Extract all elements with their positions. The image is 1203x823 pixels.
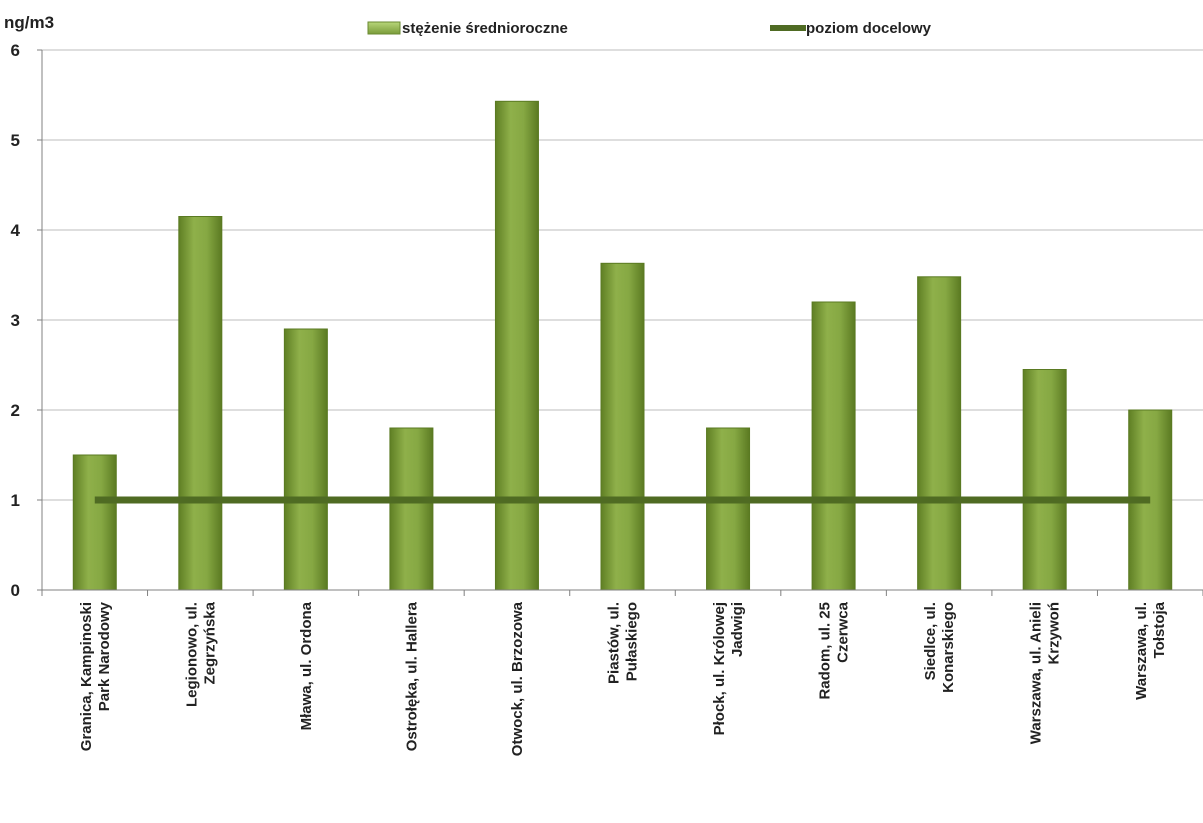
y-axis-unit-label: ng/m3 xyxy=(4,13,54,32)
y-tick-label: 2 xyxy=(11,401,20,420)
x-tick-label-line: Piastów, ul. xyxy=(606,602,623,684)
legend: stężenie średnioroczne poziom docelowy xyxy=(367,20,932,37)
bar xyxy=(1022,369,1067,591)
bar xyxy=(72,454,117,591)
x-tick-label-line: Otwock, ul. Brzozowa xyxy=(509,601,526,756)
x-tick-label-line: Ostrołęka, ul. Hallera xyxy=(403,601,420,751)
x-tick-label: Ostrołęka, ul. Hallera xyxy=(403,601,420,751)
y-tick-label: 1 xyxy=(11,491,20,510)
x-tick-label-line: Mława, ul. Ordona xyxy=(298,601,315,730)
y-tick-label: 4 xyxy=(11,221,21,240)
x-tick-label-line: Warszawa, ul. xyxy=(1133,602,1150,700)
x-tick-label: Otwock, ul. Brzozowa xyxy=(509,601,526,756)
x-tick-label-line: Tołstoja xyxy=(1151,601,1168,658)
y-axis-ticks: 0 1 2 3 4 5 6 xyxy=(11,41,42,600)
x-axis-labels: Granica, Kampinoski Park Narodowy Legionow… xyxy=(78,601,1168,756)
x-tick-label-line: Jadwigi xyxy=(729,602,746,657)
x-tick-label-line: Zegrzyńska xyxy=(201,601,218,684)
axes xyxy=(41,50,1203,596)
bar xyxy=(283,328,328,591)
x-tick-label-line: Siedlce, ul. xyxy=(922,602,939,680)
y-tick-label: 3 xyxy=(11,311,20,330)
x-tick-label: Radom, ul. 25 Czerwca xyxy=(817,601,852,699)
x-tick-label: Piastów, ul. Pułaskiego xyxy=(606,602,641,684)
x-tick-label-line: Krzywoń xyxy=(1046,602,1063,665)
x-tick-label-line: Granica, Kampinoski xyxy=(78,602,95,751)
x-tick-label: Płock, ul. Królowej Jadwigi xyxy=(711,602,746,735)
bar xyxy=(706,427,751,591)
legend-line-label: poziom docelowy xyxy=(806,20,932,37)
x-tick-label-line: Legionowo, ul. xyxy=(183,602,200,707)
x-tick-label-line: Warszawa, ul. Anieli xyxy=(1028,602,1045,744)
x-tick-label-line: Radom, ul. 25 xyxy=(817,602,834,700)
x-tick-label-line: Pułaskiego xyxy=(624,602,641,681)
x-tick-label: Warszawa, ul. Anieli Krzywoń xyxy=(1028,602,1063,744)
x-tick-label-line: Płock, ul. Królowej xyxy=(711,602,728,735)
x-tick-label: Mława, ul. Ordona xyxy=(298,601,315,730)
legend-bar-swatch xyxy=(367,21,401,35)
bar xyxy=(389,427,434,591)
x-tick-label-line: Czerwca xyxy=(835,601,852,663)
legend-bar-label: stężenie średnioroczne xyxy=(402,20,568,37)
bar xyxy=(178,216,223,591)
x-tick-label: Warszawa, ul. Tołstoja xyxy=(1133,601,1168,699)
bars xyxy=(72,100,1173,591)
x-tick-label-line: Konarskiego xyxy=(940,602,957,693)
bar xyxy=(811,301,856,591)
y-tick-label: 5 xyxy=(11,131,20,150)
x-tick-label: Siedlce, ul. Konarskiego xyxy=(922,602,957,693)
y-tick-label: 6 xyxy=(11,41,20,60)
x-tick-label: Legionowo, ul. Zegrzyńska xyxy=(183,601,218,707)
y-tick-label: 0 xyxy=(11,581,20,600)
bar xyxy=(600,262,645,591)
x-tick-label: Granica, Kampinoski Park Narodowy xyxy=(78,601,113,751)
bar xyxy=(494,100,539,591)
bar xyxy=(917,276,962,591)
x-tick-label-line: Park Narodowy xyxy=(96,601,113,711)
